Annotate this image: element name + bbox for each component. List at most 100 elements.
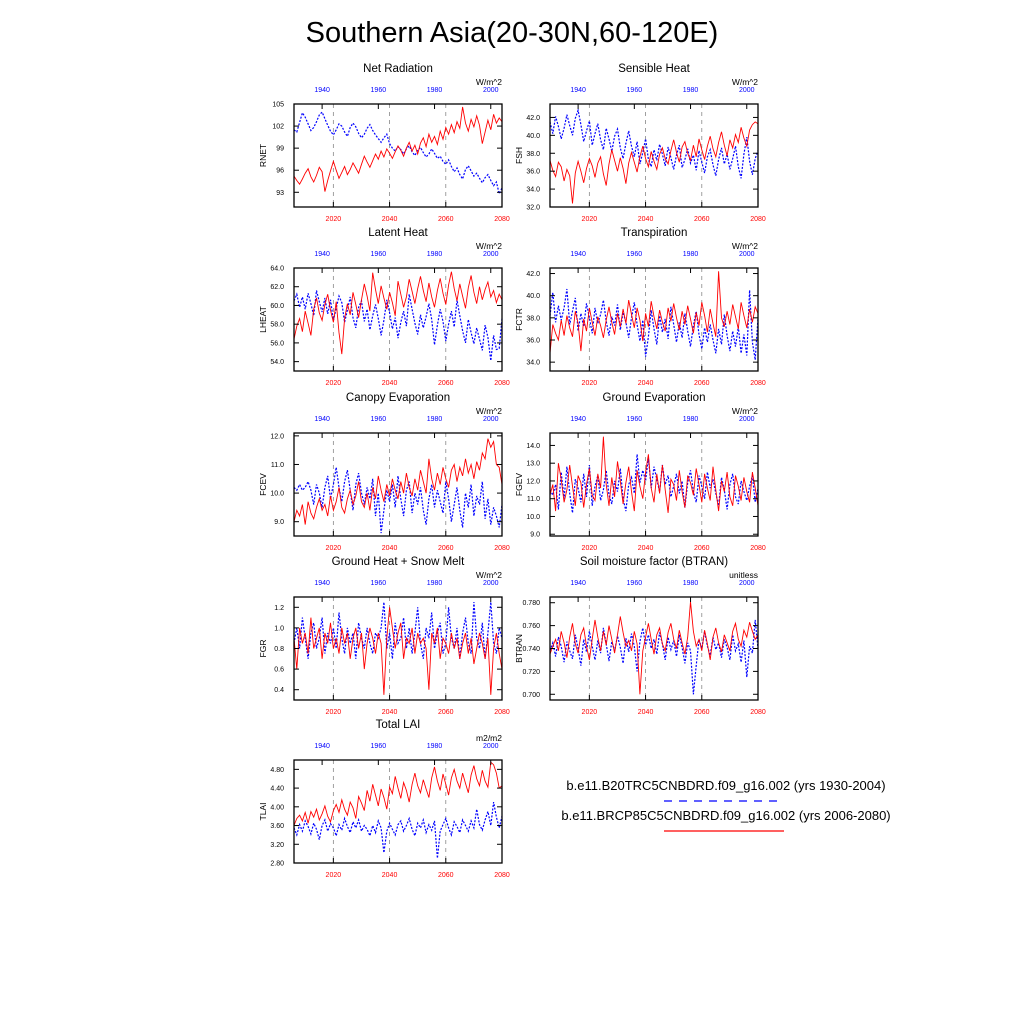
y-tick-label: 42.0	[526, 115, 540, 122]
y-tick-label: 36.0	[526, 337, 540, 344]
series-historical-line	[293, 467, 503, 534]
x-top-tick-label: 2000	[739, 87, 755, 94]
legend: b.e11.B20TRC5CNBDRD.f09_g16.002 (yrs 193…	[561, 778, 891, 832]
x-bottom-tick-label: 2060	[438, 216, 454, 223]
x-top-tick-label: 1940	[570, 416, 586, 423]
x-top-tick-label: 2000	[483, 87, 499, 94]
x-bottom-tick-label: 2060	[694, 709, 710, 716]
series-rcp85-line	[293, 438, 503, 525]
x-bottom-tick-label: 2020	[582, 216, 598, 223]
y-tick-label: 32.0	[526, 205, 540, 212]
series-rcp85-line	[293, 607, 503, 695]
x-top-tick-label: 2000	[483, 743, 499, 750]
x-top-tick-label: 1960	[371, 416, 387, 423]
y-tick-label: 64.0	[270, 266, 284, 273]
y-tick-label: 40.0	[526, 133, 540, 140]
x-bottom-tick-label: 2020	[582, 380, 598, 387]
y-tick-label: 96	[276, 168, 284, 175]
x-top-tick-label: 1940	[314, 580, 330, 587]
y-tick-label: 4.40	[270, 786, 284, 793]
plot-frame	[549, 267, 759, 372]
y-tick-label: 105	[272, 102, 284, 109]
units-label: W/m^2	[476, 77, 502, 87]
x-bottom-tick-label: 2080	[494, 216, 510, 223]
x-bottom-tick-label: 2060	[438, 380, 454, 387]
units-label: W/m^2	[476, 570, 502, 580]
x-bottom-tick-label: 2040	[382, 380, 398, 387]
x-bottom-tick-label: 2020	[326, 545, 342, 552]
series-rcp85-line	[549, 121, 759, 204]
y-tick-label: 14.0	[526, 443, 540, 450]
series-rcp85-line	[293, 271, 503, 355]
y-tick-label: 93	[276, 190, 284, 197]
plot-frame	[293, 432, 503, 537]
panel-total-lai: 2.80 3.20 3.60 4.00 4.40 4.80 2020 2040 2060 2080…	[258, 719, 510, 879]
x-bottom-tick-label: 2020	[582, 709, 598, 716]
x-bottom-tick-label: 2060	[438, 872, 454, 879]
x-top-tick-label: 2000	[739, 416, 755, 423]
panel-title: Transpiration	[621, 227, 688, 239]
y-tick-label: 4.00	[270, 804, 284, 811]
x-top-tick-label: 1980	[427, 87, 443, 94]
y-tick-label: 34.0	[526, 187, 540, 194]
y-tick-label: 0.4	[274, 687, 284, 694]
x-top-tick-label: 2000	[483, 580, 499, 587]
x-top-tick-label: 1960	[627, 87, 643, 94]
panel-transpiration: 34.0 36.0 38.0 40.0 42.0 2020 2040 2060 2080 1940…	[514, 227, 766, 387]
x-bottom-tick-label: 2060	[438, 709, 454, 716]
x-bottom-tick-label: 2080	[494, 709, 510, 716]
x-top-tick-label: 2000	[483, 416, 499, 423]
y-tick-label: 0.700	[522, 692, 540, 699]
series-historical-line	[293, 290, 503, 361]
units-label: m2/m2	[476, 733, 502, 743]
x-bottom-tick-label: 2040	[382, 216, 398, 223]
legend-label-rcp85: b.e11.BRCP85C5CNBDRD.f09_g16.002 (yrs 20…	[561, 808, 890, 823]
panel-title: Total LAI	[376, 719, 421, 731]
y-tick-label: 40.0	[526, 293, 540, 300]
panel-sensible-heat: 32.0 34.0 36.0 38.0 40.0 42.0 2020 2040 2060 2080…	[514, 63, 766, 223]
x-top-tick-label: 1980	[427, 743, 443, 750]
series-historical-line	[293, 602, 503, 659]
series-rcp85-line	[549, 436, 759, 513]
series-historical-line	[293, 111, 503, 196]
x-top-tick-label: 1980	[683, 251, 699, 258]
x-bottom-tick-label: 2080	[750, 216, 766, 223]
units-label: W/m^2	[732, 77, 758, 87]
panel-title: Ground Heat + Snow Melt	[332, 556, 465, 568]
y-axis-label: BTRAN	[514, 634, 524, 663]
x-top-tick-label: 1980	[427, 416, 443, 423]
y-tick-label: 0.720	[522, 669, 540, 676]
panel-canopy-evaporation: 9.0 10.0 11.0 12.0 2020 2040 2060 2080 1940 1960 1…	[258, 392, 510, 552]
panel-title: Ground Evaporation	[603, 392, 706, 404]
y-tick-label: 3.20	[270, 842, 284, 849]
x-top-tick-label: 1960	[371, 251, 387, 258]
y-tick-label: 42.0	[526, 271, 540, 278]
x-bottom-tick-label: 2080	[494, 872, 510, 879]
x-bottom-tick-label: 2040	[638, 545, 654, 552]
x-top-tick-label: 1940	[314, 743, 330, 750]
y-tick-label: 9.0	[274, 519, 284, 526]
y-tick-label: 99	[276, 146, 284, 153]
y-tick-label: 60.0	[270, 303, 284, 310]
panel-soil-moisture-factor-btran: 0.700 0.720 0.740 0.760 0.780 2020 2040 2060 208…	[514, 556, 766, 716]
series-rcp85-line	[293, 106, 503, 192]
panel-net-radiation: 93 96 99 102 105 2020 2040 2060 2080 1940 1960 1980…	[258, 63, 510, 223]
x-bottom-tick-label: 2060	[438, 545, 454, 552]
x-bottom-tick-label: 2040	[638, 709, 654, 716]
plot-frame	[549, 103, 759, 208]
x-bottom-tick-label: 2040	[382, 872, 398, 879]
x-bottom-tick-label: 2080	[494, 545, 510, 552]
x-top-tick-label: 1980	[683, 580, 699, 587]
y-tick-label: 0.6	[274, 667, 284, 674]
x-top-tick-label: 1980	[427, 580, 443, 587]
x-bottom-tick-label: 2040	[382, 709, 398, 716]
series-historical-line	[549, 619, 759, 695]
y-tick-label: 62.0	[270, 284, 284, 291]
y-tick-label: 34.0	[526, 360, 540, 367]
y-tick-label: 10.0	[526, 514, 540, 521]
x-top-tick-label: 1960	[627, 416, 643, 423]
x-top-tick-label: 2000	[739, 580, 755, 587]
y-axis-label: FCTR	[514, 308, 524, 331]
series-historical-line	[549, 288, 759, 360]
